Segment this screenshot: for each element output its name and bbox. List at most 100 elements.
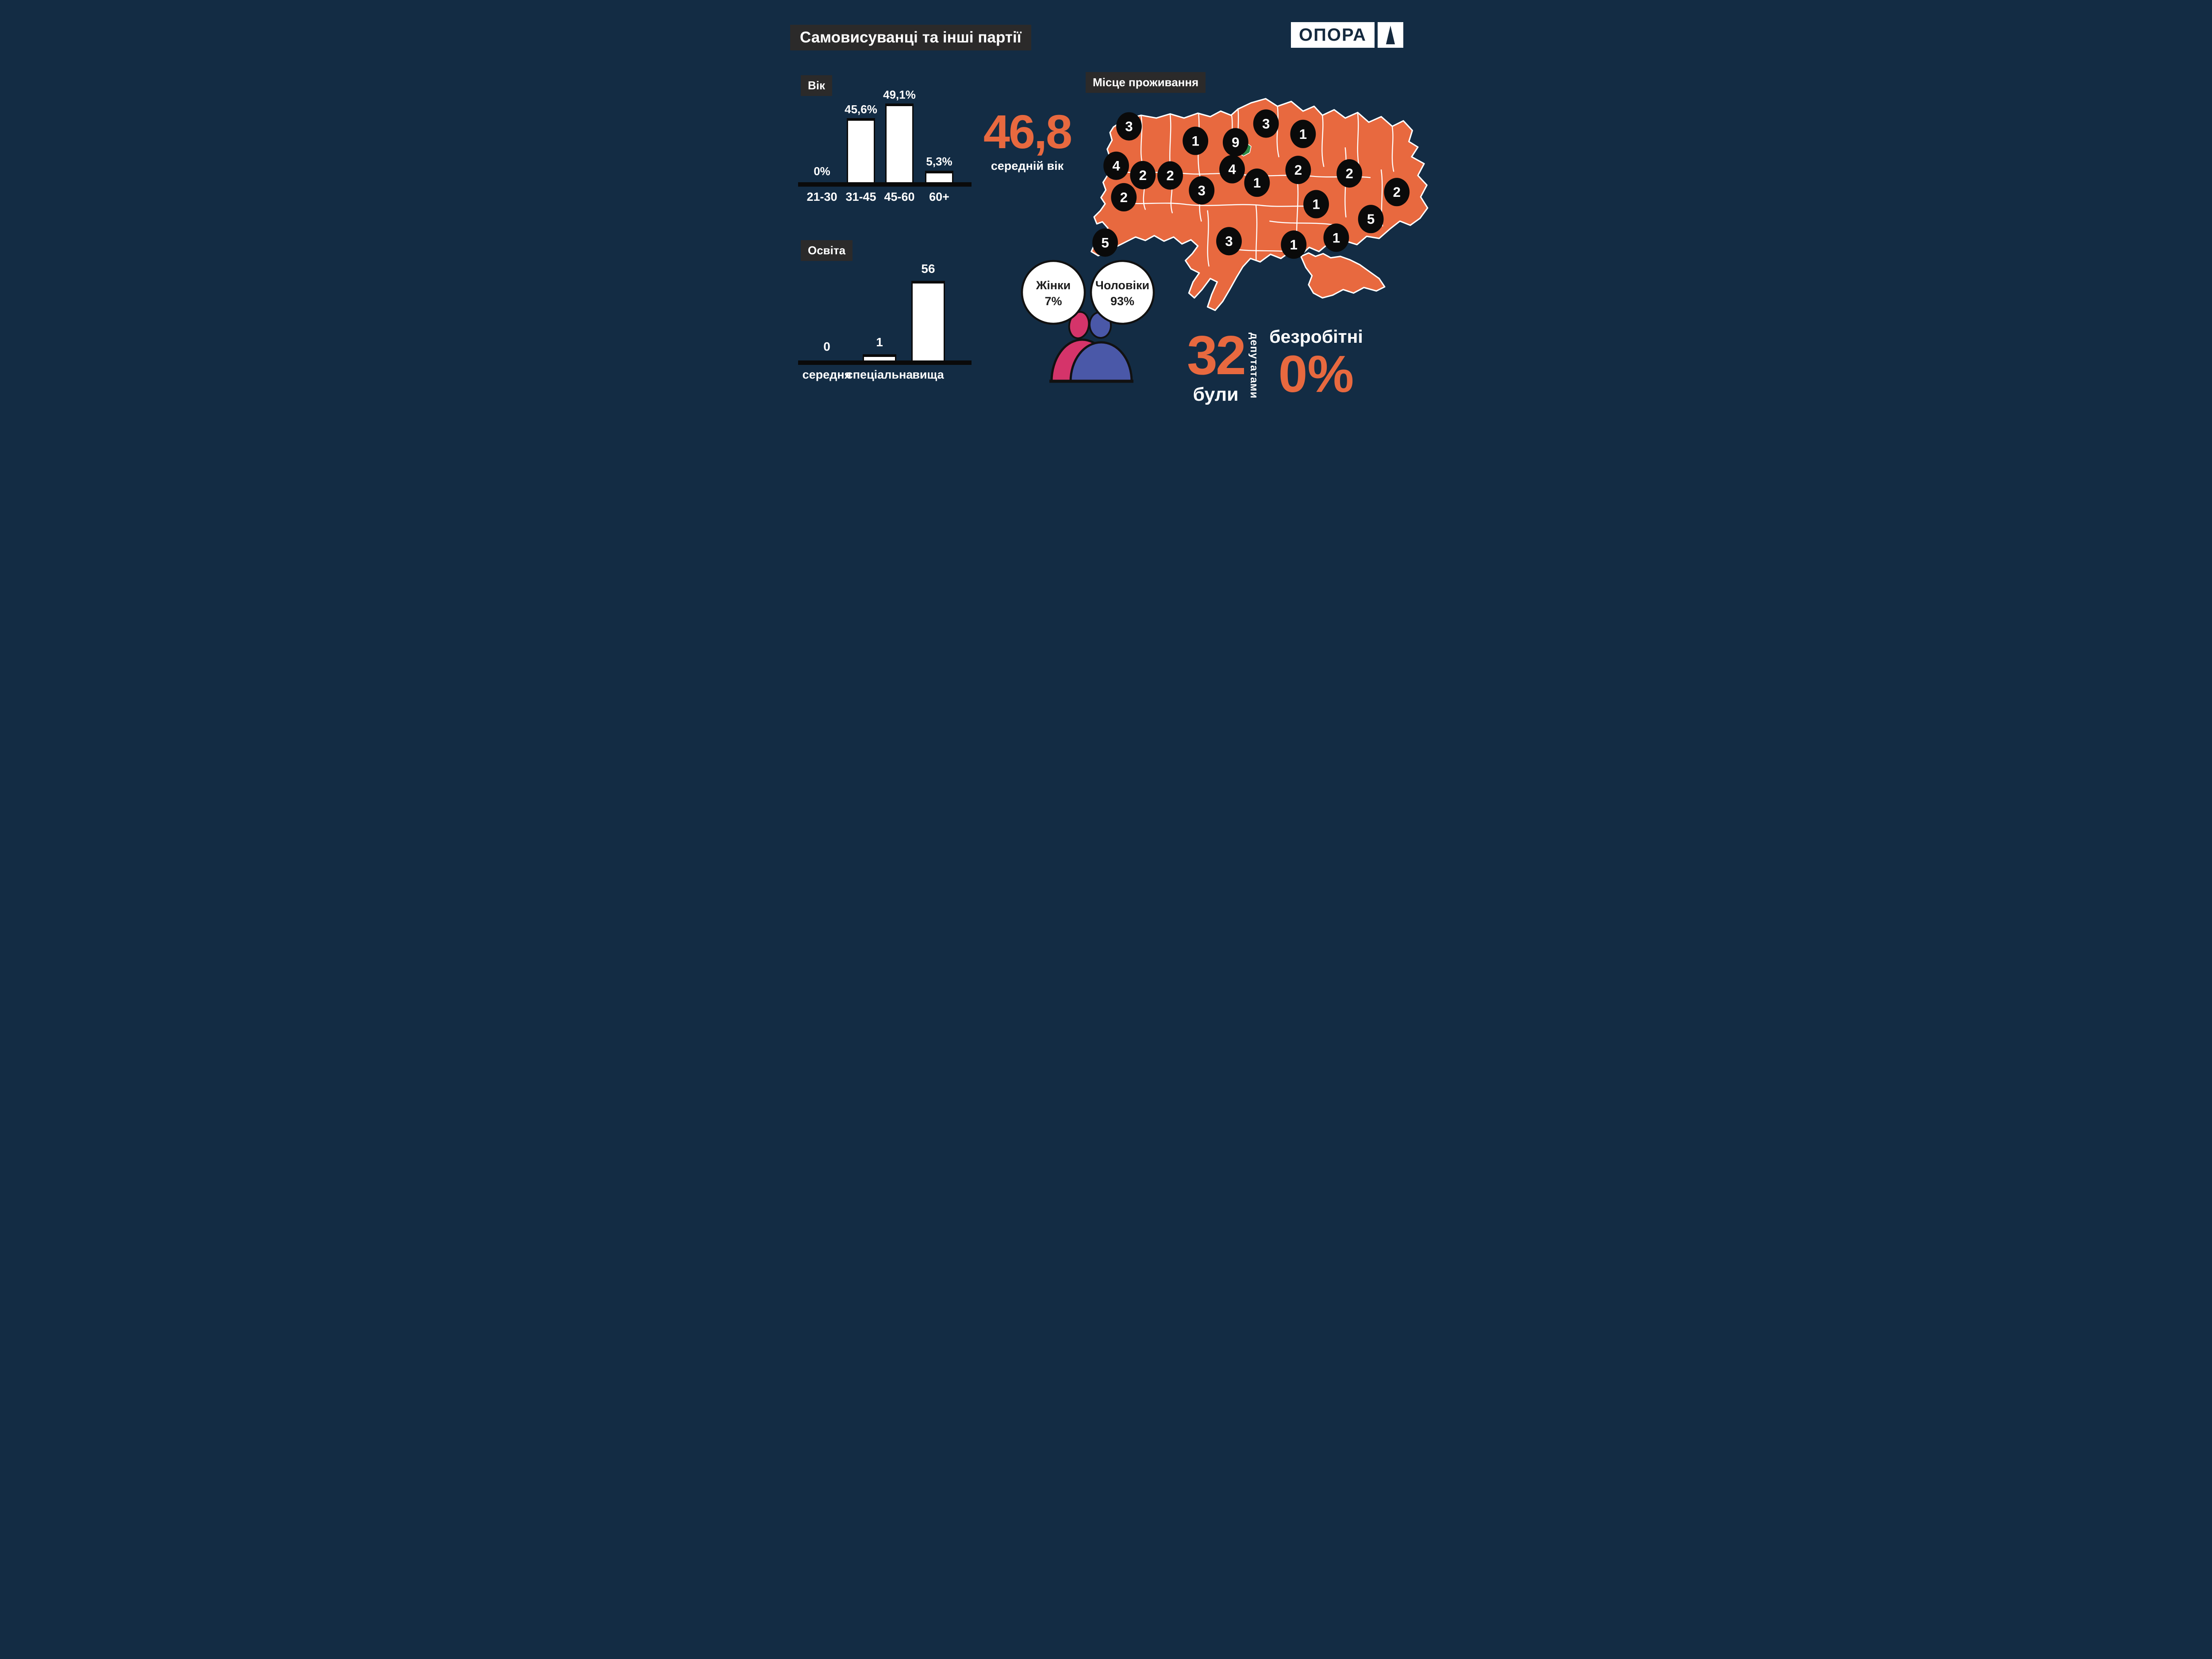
region-marker: [1222, 128, 1248, 157]
former-deputies-word: були: [1193, 384, 1239, 405]
region-marker: [1253, 109, 1279, 138]
region-marker: [1290, 119, 1316, 148]
bar-60+: [925, 171, 953, 182]
region-marker: [1281, 230, 1307, 259]
region-marker: [1189, 176, 1215, 205]
unemployed-stat: безробітні 0%: [1261, 326, 1371, 400]
category-label: 45-60: [884, 190, 915, 203]
average-age-label: середній вік: [991, 159, 1064, 172]
women-value: 7%: [1045, 295, 1062, 308]
region-marker: [1216, 227, 1242, 256]
man-body-icon: [1069, 341, 1133, 383]
region-count: 4: [1112, 158, 1120, 174]
woman-head-icon: [1068, 311, 1090, 339]
region-count: 1: [1253, 175, 1261, 191]
value-label: 5,3%: [926, 155, 952, 168]
region-count: 3: [1262, 116, 1270, 131]
bar-спеціальна: [863, 354, 896, 360]
category-label: вища: [912, 368, 944, 381]
region-count: 2: [1120, 190, 1128, 205]
region-count: 1: [1191, 133, 1199, 149]
opora-logo-text: ОПОРА: [1299, 25, 1367, 45]
region-count: 2: [1139, 168, 1147, 183]
region-marker: [1116, 112, 1142, 141]
category-label: середня: [802, 368, 852, 381]
category-label: 31-45: [845, 190, 876, 203]
region-marker: [1285, 156, 1311, 184]
region-count: 9: [1232, 135, 1239, 150]
average-age-stat: 46,8 середній вік: [974, 108, 1080, 173]
opora-logo: ОПОРА: [1291, 22, 1375, 48]
region-count: 5: [1367, 211, 1375, 227]
page-title: Самовисуванці та інші партії: [800, 29, 1022, 46]
region-marker: [1303, 190, 1329, 218]
residence-section-title: Місце проживання: [1093, 76, 1199, 89]
region-marker: [1157, 161, 1183, 190]
region-marker: [1130, 161, 1156, 189]
region-marker: [1384, 178, 1410, 207]
value-label: 0: [823, 340, 830, 353]
unemployed-value: 0%: [1278, 345, 1354, 403]
region-marker: [1244, 169, 1270, 197]
category-label: 60+: [929, 190, 949, 203]
women-bubble: [1021, 260, 1086, 325]
region-count: 2: [1393, 184, 1401, 200]
region-count: 1: [1312, 197, 1320, 212]
region-marker: [1219, 155, 1245, 184]
men-bubble: [1090, 260, 1155, 325]
former-deputies-vertical-label: депутатами: [1248, 333, 1260, 399]
value-label: 45,6%: [845, 103, 877, 116]
age-section-label: Вік: [801, 75, 833, 96]
region-count: 2: [1345, 166, 1353, 181]
region-count: 2: [1166, 168, 1174, 184]
region-count: 1: [1333, 230, 1340, 245]
unemployed-label: безробітні: [1269, 326, 1363, 347]
bar-31-45: [847, 118, 875, 182]
region-marker: [1183, 126, 1209, 155]
former-deputies-value: 32: [1187, 325, 1246, 386]
region-count: 1: [1290, 237, 1298, 253]
women-label: Жінки: [1036, 279, 1071, 292]
region-count: 3: [1125, 119, 1133, 134]
opora-logo-mark: [1378, 22, 1403, 48]
former-deputies-stat: 32 були: [1185, 328, 1247, 406]
residence-section-label: Місце проживання: [1086, 72, 1206, 93]
value-label: 1: [876, 335, 883, 349]
region-count: 4: [1228, 162, 1236, 177]
education-bar-chart: 0 середня 1 спеціальна 56 вища: [798, 244, 972, 382]
category-label: 21-30: [806, 190, 837, 203]
value-label: 49,1%: [883, 88, 916, 101]
x-axis: [798, 360, 972, 365]
age-section-title: Вік: [808, 79, 826, 92]
region-count: 2: [1294, 162, 1302, 178]
gender-figures: Жінки 7% Чоловіки 93%: [1021, 260, 1155, 383]
age-bar-chart: 0% 21-30 45,6% 31-45 49,1% 45-60 5,3% 60+: [798, 84, 972, 208]
region-marker: [1111, 183, 1137, 212]
region-marker: [1336, 159, 1363, 188]
category-label: спеціальна: [846, 368, 913, 381]
men-label: Чоловіки: [1095, 279, 1149, 292]
page-title-box: Самовисуванці та інші партії: [790, 25, 1031, 50]
average-age-value: 46,8: [983, 105, 1072, 158]
triangle-icon: [1386, 25, 1395, 45]
infographic-canvas: Самовисуванці та інші партії ОПОРА Вік 0…: [774, 0, 1438, 415]
region-marker: [1358, 205, 1384, 234]
region-count: 1: [1299, 126, 1307, 142]
value-label: 56: [921, 262, 935, 276]
region-marker: [1103, 151, 1129, 180]
bar-вища: [911, 281, 945, 360]
region-marker: [1092, 228, 1118, 257]
education-section-label: Освіта: [801, 240, 853, 261]
region-count: 3: [1198, 183, 1206, 198]
value-label: 0%: [814, 165, 830, 178]
bar-45-60: [885, 103, 914, 182]
men-value: 93%: [1110, 295, 1134, 308]
x-axis: [798, 182, 972, 187]
region-marker: [1323, 223, 1349, 252]
region-count: 5: [1101, 235, 1109, 250]
education-section-title: Освіта: [808, 244, 846, 257]
region-count: 3: [1225, 234, 1233, 249]
crimea-region: [1300, 252, 1386, 299]
